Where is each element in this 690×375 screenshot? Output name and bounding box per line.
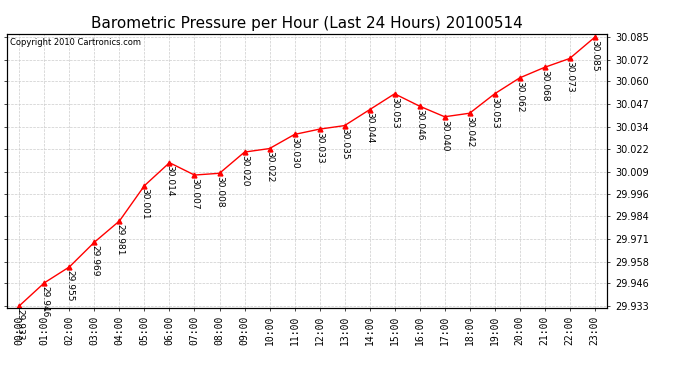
Text: 30.042: 30.042 xyxy=(465,116,474,147)
Text: 29.969: 29.969 xyxy=(90,245,99,276)
Text: 29.933: 29.933 xyxy=(15,309,24,340)
Text: 30.007: 30.007 xyxy=(190,178,199,210)
Text: 30.053: 30.053 xyxy=(390,97,399,128)
Text: 30.040: 30.040 xyxy=(440,120,449,151)
Text: 29.946: 29.946 xyxy=(40,285,49,317)
Text: 30.014: 30.014 xyxy=(165,165,174,197)
Text: 30.085: 30.085 xyxy=(590,40,599,72)
Title: Barometric Pressure per Hour (Last 24 Hours) 20100514: Barometric Pressure per Hour (Last 24 Ho… xyxy=(91,16,523,31)
Text: 29.981: 29.981 xyxy=(115,224,124,255)
Text: 30.068: 30.068 xyxy=(540,70,549,102)
Text: Copyright 2010 Cartronics.com: Copyright 2010 Cartronics.com xyxy=(10,38,141,47)
Text: 30.001: 30.001 xyxy=(140,188,149,220)
Text: 30.046: 30.046 xyxy=(415,109,424,141)
Text: 30.035: 30.035 xyxy=(340,128,349,160)
Text: 30.030: 30.030 xyxy=(290,137,299,169)
Text: 30.044: 30.044 xyxy=(365,112,374,144)
Text: 30.073: 30.073 xyxy=(565,61,574,93)
Text: 30.008: 30.008 xyxy=(215,176,224,208)
Text: 30.020: 30.020 xyxy=(240,155,249,186)
Text: 30.022: 30.022 xyxy=(265,152,274,183)
Text: 29.955: 29.955 xyxy=(65,270,74,301)
Text: 30.033: 30.033 xyxy=(315,132,324,164)
Text: 30.062: 30.062 xyxy=(515,81,524,112)
Text: 30.053: 30.053 xyxy=(490,97,499,128)
